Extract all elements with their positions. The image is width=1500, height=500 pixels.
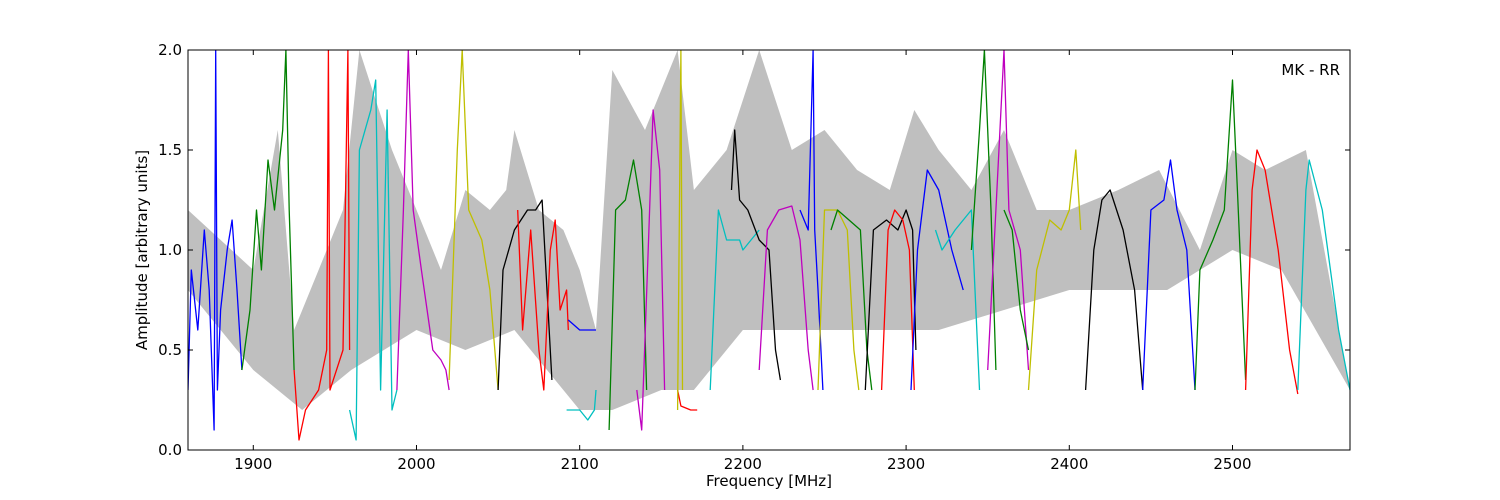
y-axis-label: Amplitude [arbitrary units] xyxy=(133,150,151,350)
series-line-18 xyxy=(799,50,824,391)
series-line-6 xyxy=(448,50,499,391)
series-line-31 xyxy=(1194,79,1247,391)
x-tick-label: 2500 xyxy=(1213,455,1251,473)
corner-annotation: MK - RR xyxy=(1281,61,1340,79)
y-tick-label: 0.0 xyxy=(158,441,182,459)
series-line-3 xyxy=(293,50,351,441)
series-line-27 xyxy=(1003,209,1030,351)
series-line-2 xyxy=(241,50,295,371)
series-line-17 xyxy=(758,205,814,391)
y-tick-label: 0.5 xyxy=(158,341,182,359)
series-line-1 xyxy=(188,50,243,431)
series-line-14 xyxy=(676,50,684,411)
series-line-8 xyxy=(517,209,569,391)
x-tick-label: 2100 xyxy=(561,455,599,473)
y-tick-label: 1.0 xyxy=(158,241,182,259)
series-line-4 xyxy=(348,79,398,441)
series-line-7 xyxy=(497,199,553,391)
series-line-24 xyxy=(934,209,981,391)
x-tick-label: 1900 xyxy=(234,455,272,473)
series-line-5 xyxy=(396,50,450,391)
series-line-10 xyxy=(566,389,597,421)
series-line-30 xyxy=(1142,159,1196,391)
series-line-23 xyxy=(910,169,964,391)
background-envelope xyxy=(188,50,1350,410)
series-line-16 xyxy=(730,129,782,381)
series-line-11 xyxy=(608,159,648,431)
y-tick-label: 2.0 xyxy=(158,41,182,59)
series-line-33 xyxy=(1297,159,1350,391)
series-line-13 xyxy=(676,389,698,411)
y-axis-ticks: 0.0 0.5 1.0 1.5 2.0 xyxy=(158,41,1350,459)
series-line-20 xyxy=(830,209,873,391)
background-envelope-layer xyxy=(188,50,1350,410)
series-line-32 xyxy=(1244,149,1299,395)
x-tick-label: 2300 xyxy=(887,455,925,473)
x-tick-label: 2400 xyxy=(1050,455,1088,473)
series-line-28 xyxy=(1027,149,1082,391)
x-tick-label: 2000 xyxy=(397,455,435,473)
series-line-15 xyxy=(709,209,760,391)
series-line-26 xyxy=(987,50,1030,371)
series-layer xyxy=(188,50,1350,441)
x-axis-ticks: 1900 2000 2100 2200 2300 2400 2500 xyxy=(234,50,1252,473)
y-tick-label: 1.5 xyxy=(158,141,182,159)
series-line-12 xyxy=(636,109,666,431)
x-axis-label: Frequency [MHz] xyxy=(706,472,832,490)
series-line-29 xyxy=(1084,189,1144,391)
series-line-19 xyxy=(817,209,860,391)
series-line-22 xyxy=(880,209,915,391)
x-tick-label: 2200 xyxy=(724,455,762,473)
series-line-9 xyxy=(567,319,596,331)
series-line-21 xyxy=(864,209,917,391)
